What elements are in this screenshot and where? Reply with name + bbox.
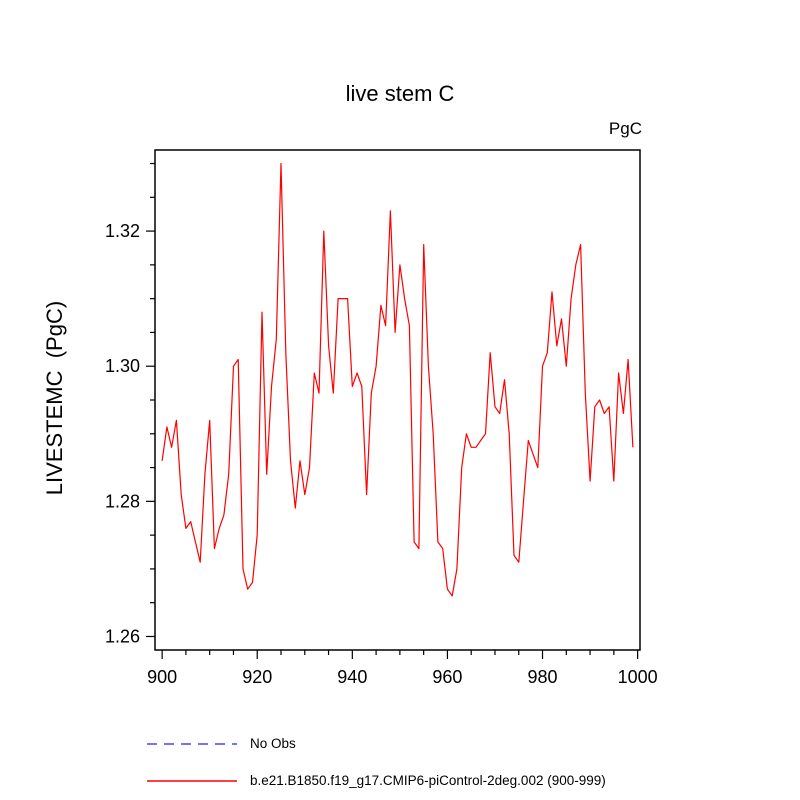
x-tick-label: 980 xyxy=(528,667,558,687)
legend-label-dataset: b.e21.B1850.f19_g17.CMIP6-piControl-2deg… xyxy=(250,773,606,788)
x-tick-label: 900 xyxy=(147,667,177,687)
x-tick-label: 1000 xyxy=(618,667,658,687)
x-tick-label: 920 xyxy=(242,667,272,687)
units-label: PgC xyxy=(609,119,642,138)
data-line-b.e21.B1850.f19_g17.CMIP6-piControl-2deg.002 (900-999) xyxy=(161,162,634,597)
plot-frame xyxy=(154,149,641,651)
y-tick-label: 1.26 xyxy=(105,626,140,646)
y-tick-label: 1.28 xyxy=(105,491,140,511)
chart-title: live stem C xyxy=(346,81,455,106)
x-tick-label: 940 xyxy=(337,667,367,687)
x-tick-label: 960 xyxy=(432,667,462,687)
y-tick-label: 1.32 xyxy=(105,221,140,241)
y-tick-label: 1.30 xyxy=(105,356,140,376)
legend-label-no-obs: No Obs xyxy=(250,736,296,751)
plot-area: 900 920 940 960 980 1000 1.26 1.28 1.30 1.32 xyxy=(105,149,658,687)
y-axis-label: LIVESTEMC (PgC) xyxy=(42,301,67,495)
legend: No Obs b.e21.B1850.f19_g17.CMIP6-piContr… xyxy=(147,736,606,788)
